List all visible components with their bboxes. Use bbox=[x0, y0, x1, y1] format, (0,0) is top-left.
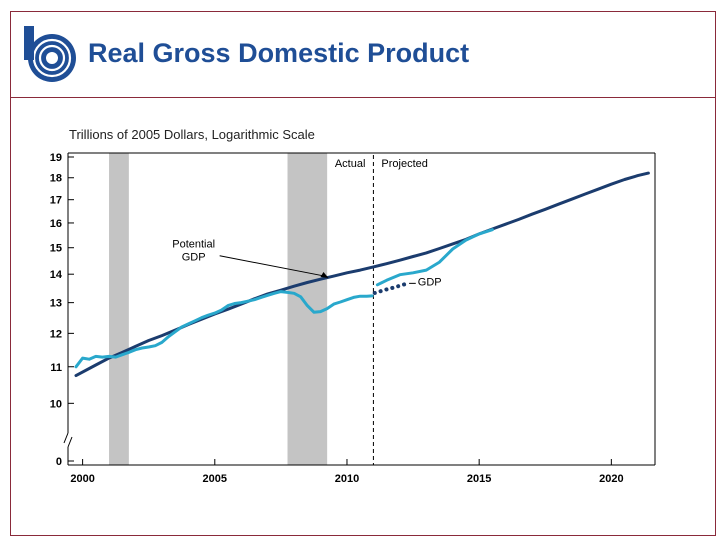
label-projected: Projected bbox=[381, 158, 427, 170]
series-line-3 bbox=[375, 228, 494, 287]
y-tick-label: 18 bbox=[50, 173, 62, 185]
x-tick-label: 2005 bbox=[203, 473, 227, 485]
y-tick-label: 11 bbox=[50, 362, 62, 374]
annotation-arrow-head bbox=[320, 272, 329, 279]
y-tick-label: 16 bbox=[50, 218, 62, 230]
y-tick-label: 19 bbox=[50, 152, 62, 164]
recession-bands bbox=[109, 153, 328, 465]
cbo-logo-icon bbox=[24, 26, 76, 82]
annotation-gdp: GDP bbox=[418, 276, 442, 288]
y-tick-label: 17 bbox=[50, 195, 62, 207]
slide-frame bbox=[10, 11, 716, 536]
y-axis-unit-label: Trillions of 2005 Dollars, Logarithmic S… bbox=[69, 127, 315, 142]
annotation-arrow-line bbox=[219, 255, 325, 277]
slide-title: Real Gross Domestic Product bbox=[88, 38, 470, 68]
x-tick-label: 2015 bbox=[467, 473, 491, 485]
series-line-2 bbox=[372, 281, 410, 295]
recession-band-1 bbox=[287, 153, 328, 465]
y-tick-label: 12 bbox=[50, 328, 62, 340]
y-tick-label: 15 bbox=[50, 243, 62, 255]
annotation-potential-gdp-line2: GDP bbox=[182, 252, 206, 264]
axis-break-icon bbox=[63, 432, 73, 448]
chart-axes: 19 18 17 16 15 14 13 12 11 10 0 2000 2005 2010 2015 202… bbox=[50, 152, 656, 485]
series-line-0 bbox=[74, 171, 650, 378]
x-tick-label: 2020 bbox=[599, 473, 623, 485]
chart-series bbox=[74, 171, 650, 378]
x-tick-label: 2000 bbox=[70, 473, 94, 485]
x-tick-label: 2010 bbox=[335, 473, 359, 485]
recession-band-0 bbox=[109, 153, 129, 465]
label-actual: Actual bbox=[335, 158, 366, 170]
header-divider bbox=[10, 97, 716, 98]
series-line-1 bbox=[74, 290, 374, 369]
y-tick-label: 0 bbox=[56, 456, 62, 468]
annotation-potential-gdp-line1: Potential bbox=[172, 239, 215, 251]
y-tick-label: 13 bbox=[50, 298, 62, 310]
y-tick-label: 10 bbox=[50, 398, 62, 410]
y-tick-label: 14 bbox=[50, 269, 63, 281]
